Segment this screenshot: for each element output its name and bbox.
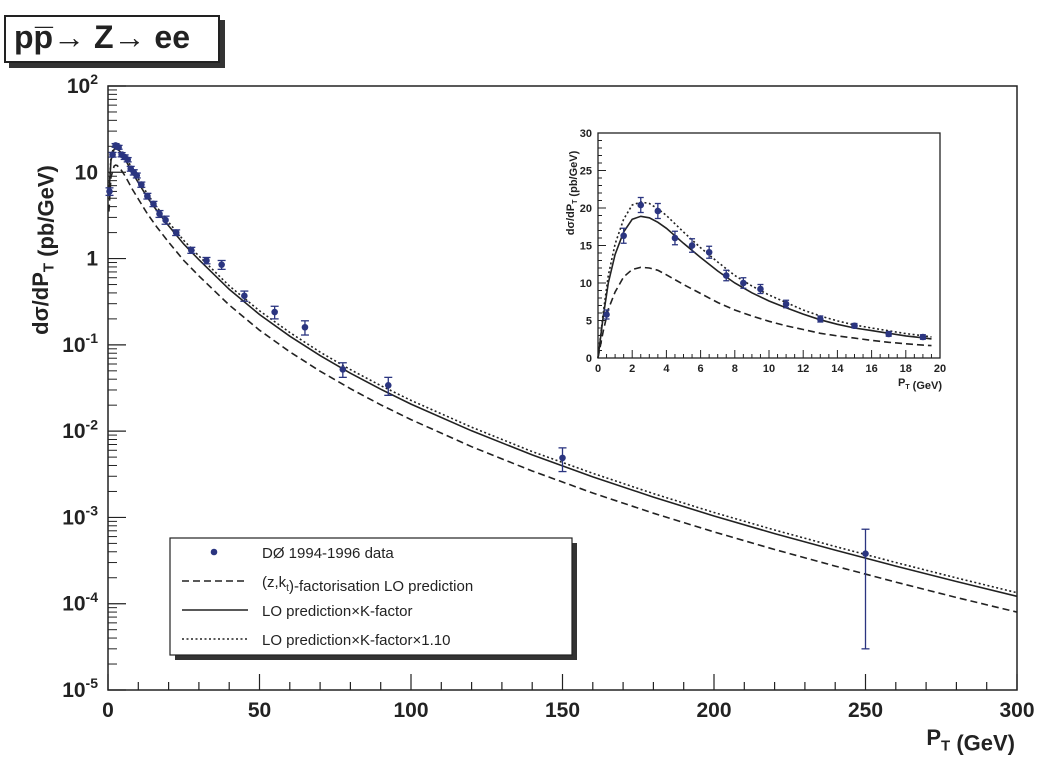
main-data-point bbox=[241, 292, 248, 300]
main-data-point bbox=[109, 151, 116, 158]
chart-title-box: pp̅→ Z→ ee bbox=[4, 15, 220, 63]
inset-data-point bbox=[919, 333, 927, 341]
inset-x-tick-label: 18 bbox=[900, 363, 912, 375]
inset-data-point bbox=[654, 207, 662, 215]
inset-data-point bbox=[722, 272, 730, 279]
main-y-tick-label: 10 bbox=[75, 161, 98, 184]
main-data-point bbox=[559, 454, 566, 462]
inset-x-tick-label: 14 bbox=[831, 363, 844, 375]
inset-data-point bbox=[885, 330, 892, 338]
inset-y-tick-label: 25 bbox=[580, 166, 592, 178]
inset-x-tick-label: 6 bbox=[698, 363, 704, 375]
inset-data-point bbox=[705, 248, 713, 256]
main-y-tick-label: 10-5 bbox=[62, 675, 98, 702]
inset-y-tick-label: 15 bbox=[580, 241, 592, 253]
inset-data-point bbox=[637, 201, 645, 209]
inset-x-axis-label: PT (GeV) bbox=[898, 377, 942, 392]
inset-data-point bbox=[782, 300, 790, 308]
inset-y-tick-label: 20 bbox=[580, 203, 592, 215]
main-data-point bbox=[115, 143, 122, 151]
main-y-tick-label: 10-1 bbox=[62, 330, 98, 357]
main-y-tick-label: 10-4 bbox=[62, 589, 98, 616]
main-y-tick-label: 102 bbox=[67, 71, 98, 98]
main-data-point bbox=[188, 246, 195, 254]
legend-box bbox=[169, 537, 573, 656]
inset-y-axis-label: dσ/dPT (pb/GeV) bbox=[565, 150, 580, 235]
main-y-tick-label: 1 bbox=[86, 248, 98, 271]
main-data-point bbox=[150, 200, 157, 208]
main-x-tick-label: 50 bbox=[248, 699, 271, 722]
inset-x-tick-label: 2 bbox=[629, 363, 635, 375]
main-data-point bbox=[862, 550, 869, 557]
main-y-tick-label: 10-2 bbox=[62, 416, 98, 443]
inset-x-tick-label: 20 bbox=[934, 363, 946, 375]
main-data-point bbox=[162, 216, 169, 224]
main-x-tick-label: 150 bbox=[545, 699, 580, 722]
main-data-point bbox=[384, 381, 392, 389]
inset-series-dashed-line bbox=[597, 266, 932, 359]
inset-y-tick-label: 30 bbox=[580, 128, 592, 140]
legend-label: DØ 1994-1996 data bbox=[262, 545, 394, 562]
main-x-tick-label: 0 bbox=[102, 699, 114, 722]
main-y-axis-label: dσ/dPT (pb/GeV) bbox=[28, 165, 59, 335]
legend-label: (z,kt)-factorisation LO prediction bbox=[262, 574, 473, 595]
chart-title: pp̅→ Z→ ee bbox=[14, 19, 191, 55]
inset-x-tick-label: 16 bbox=[865, 363, 877, 375]
main-data-point bbox=[203, 257, 210, 264]
main-data-point bbox=[106, 188, 113, 195]
inset-data-point bbox=[603, 311, 610, 318]
main-data-point bbox=[144, 192, 151, 200]
inset-data-point bbox=[688, 242, 696, 249]
legend-label: LO prediction×K-factor×1.10 bbox=[262, 632, 450, 649]
main-data-point bbox=[339, 366, 347, 373]
inset-data-point bbox=[671, 234, 679, 242]
main-data-point bbox=[271, 308, 278, 316]
main-x-axis-label: PT (GeV) bbox=[926, 725, 1015, 756]
inset-data-point bbox=[851, 322, 858, 330]
main-data-point bbox=[156, 210, 163, 218]
inset-series-dotted-line bbox=[597, 201, 932, 359]
inset-x-tick-label: 0 bbox=[595, 363, 601, 375]
inset-data-point bbox=[757, 285, 764, 293]
main-x-tick-label: 300 bbox=[999, 699, 1034, 722]
inset-x-tick-label: 4 bbox=[663, 363, 670, 375]
legend-label: LO prediction×K-factor bbox=[262, 603, 413, 620]
main-data-point bbox=[124, 156, 131, 163]
main-data-point bbox=[138, 181, 145, 188]
main-data-point bbox=[301, 323, 309, 331]
inset-data-point bbox=[817, 315, 824, 323]
legend-marker-points bbox=[210, 548, 218, 556]
inset-plot-frame bbox=[597, 132, 941, 359]
main-data-point bbox=[133, 172, 141, 179]
inset-x-tick-label: 8 bbox=[732, 363, 738, 375]
main-data-point bbox=[218, 261, 225, 268]
main-data-point bbox=[172, 229, 180, 236]
main-x-tick-label: 100 bbox=[393, 699, 428, 722]
inset-x-tick-label: 10 bbox=[763, 363, 775, 375]
inset-x-tick-label: 12 bbox=[797, 363, 809, 375]
main-x-tick-label: 250 bbox=[848, 699, 883, 722]
inset-y-tick-label: 10 bbox=[580, 278, 592, 290]
inset-data-point bbox=[620, 232, 627, 240]
inset-y-tick-label: 0 bbox=[586, 353, 592, 365]
inset-data-point bbox=[740, 279, 747, 287]
main-y-tick-label: 10-3 bbox=[62, 503, 98, 530]
inset-y-tick-label: 5 bbox=[586, 316, 592, 328]
main-x-tick-label: 200 bbox=[696, 699, 731, 722]
